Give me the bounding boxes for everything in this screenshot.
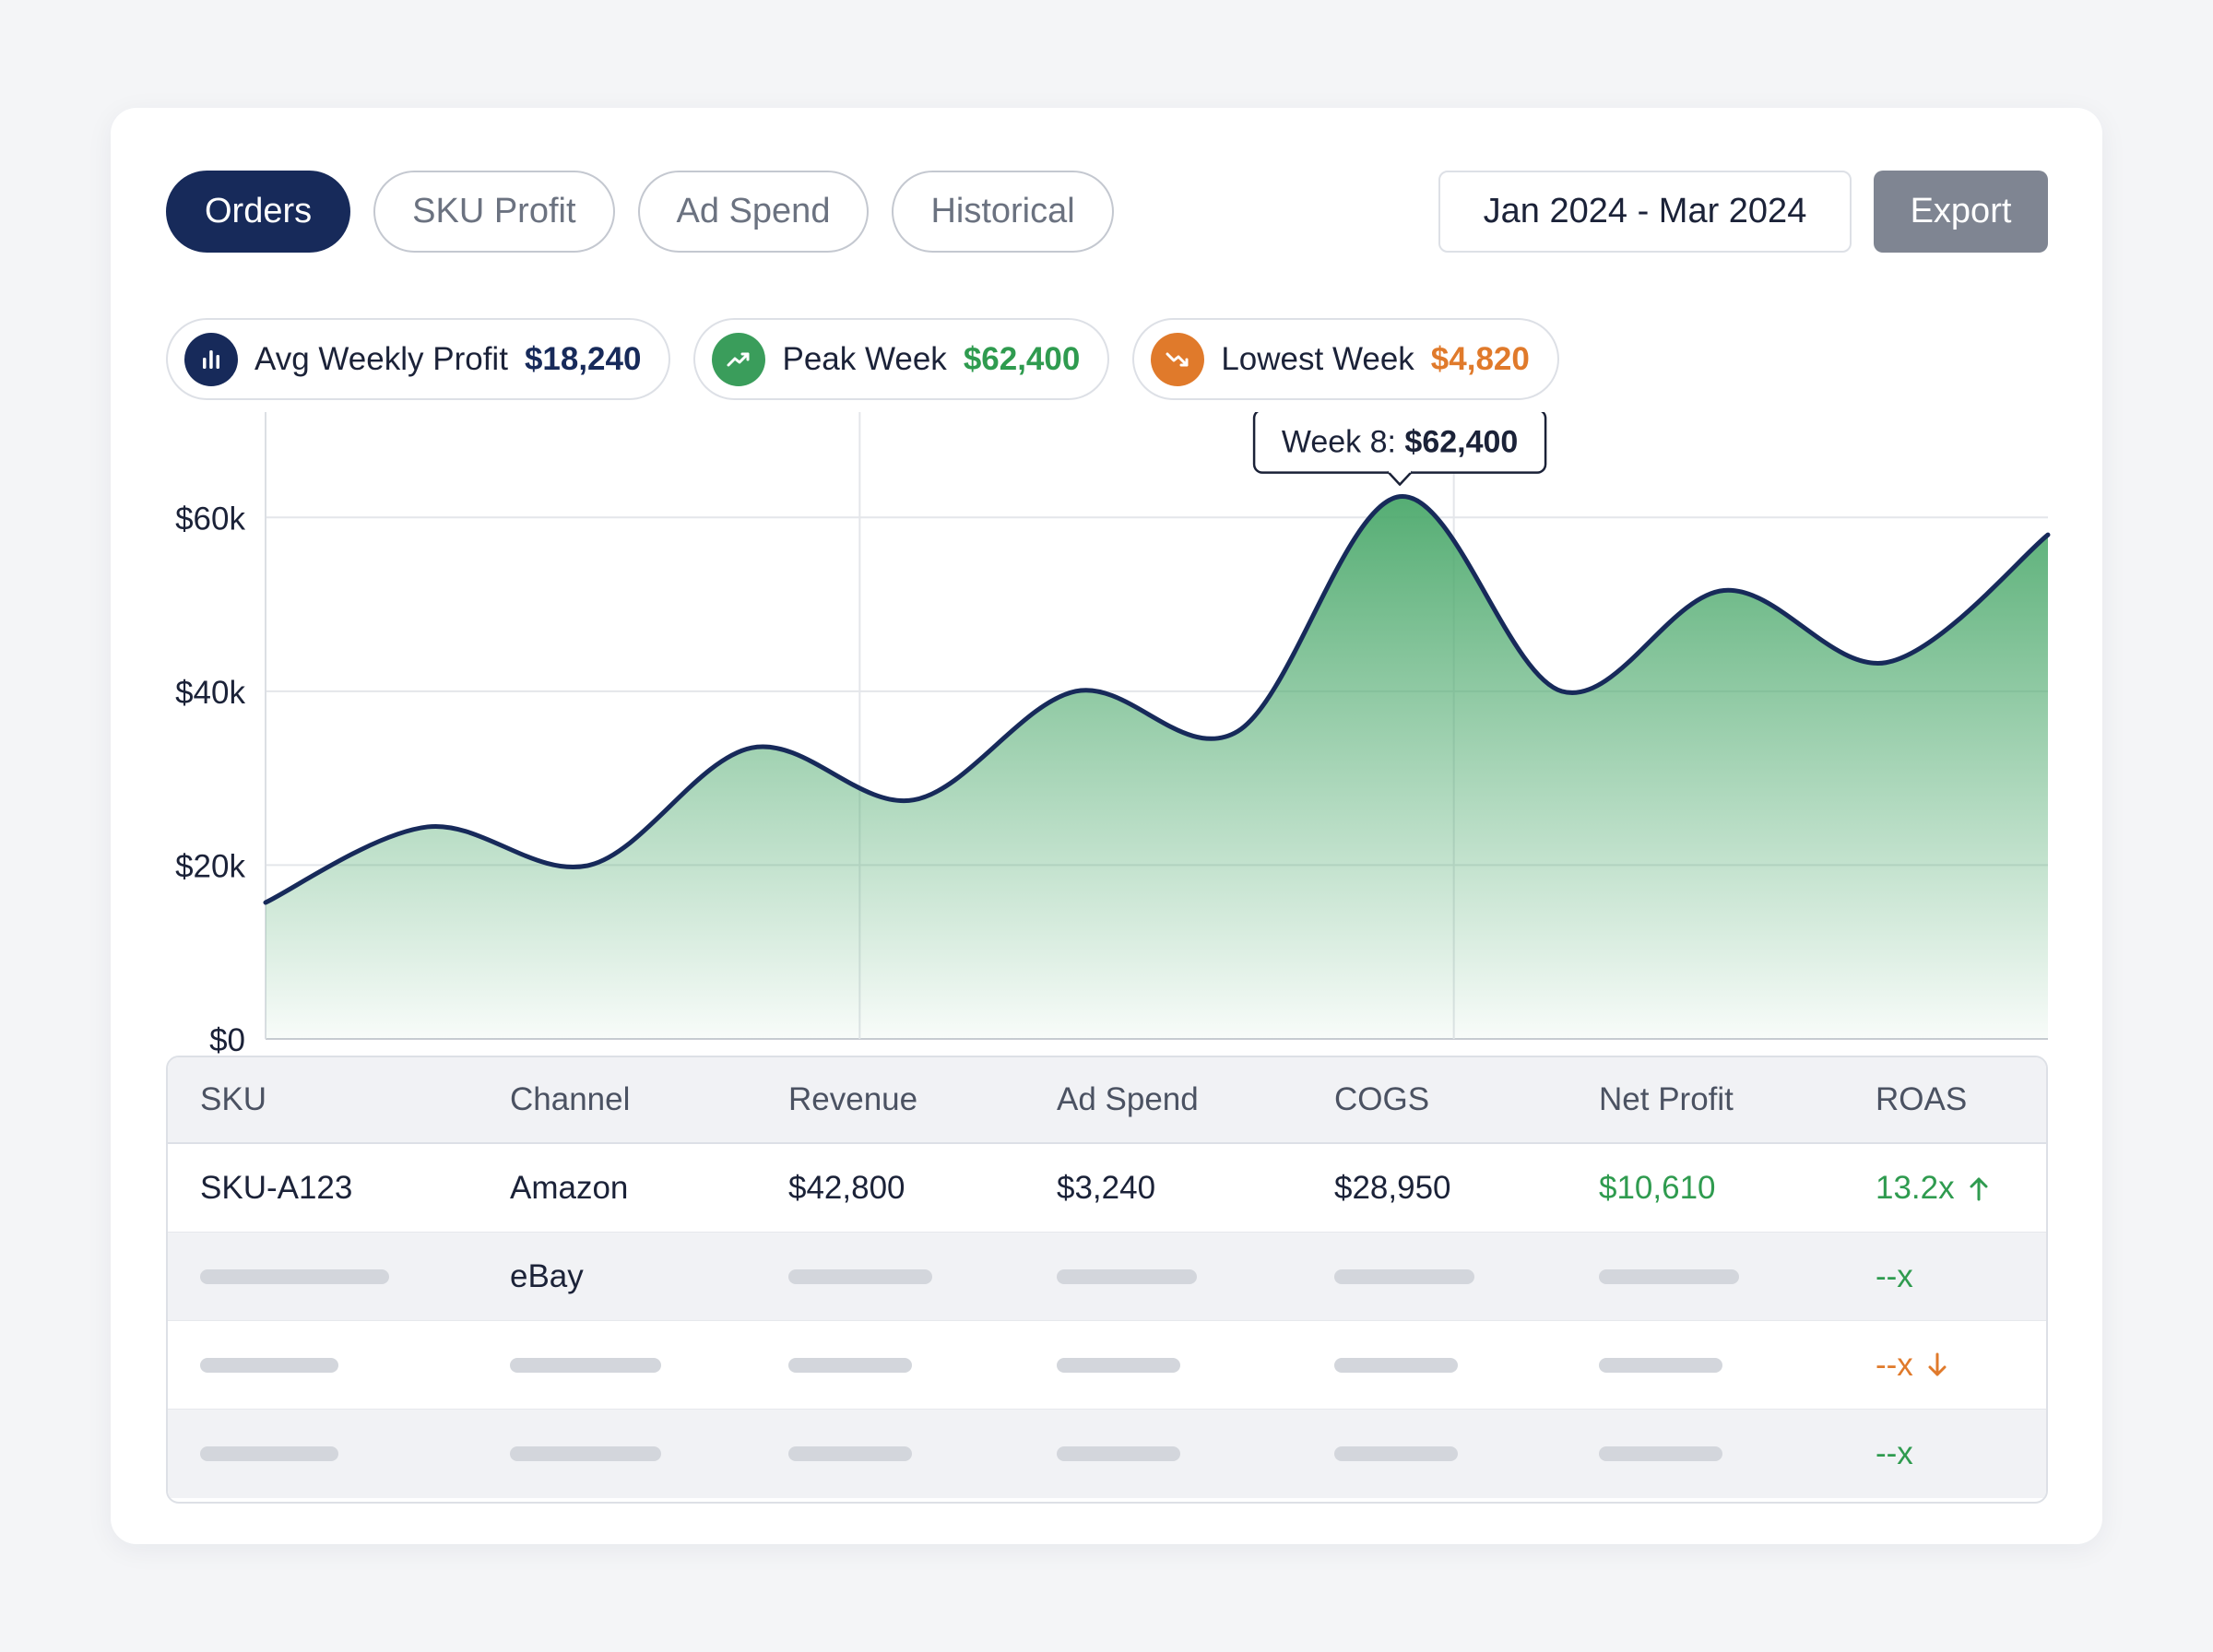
- table-row[interactable]: eBay --x: [168, 1233, 2046, 1321]
- cell-revenue-placeholder: [788, 1233, 932, 1320]
- tooltip-text: Week 8: $62,400: [1282, 425, 1518, 460]
- cell-ad-spend-placeholder: [1057, 1321, 1180, 1409]
- cell-sku: SKU-A123: [200, 1169, 353, 1206]
- dashboard-card: Orders SKU Profit Ad Spend Historical Ja…: [111, 108, 2102, 1544]
- stat-value: $4,820: [1430, 340, 1530, 377]
- arrow-up-icon: [1970, 1177, 1988, 1200]
- cell-roas: --x: [1876, 1435, 1913, 1471]
- cell-revenue-placeholder: [788, 1410, 912, 1498]
- roas-value: 13.2x: [1876, 1169, 1955, 1206]
- stat-lowest-week: Lowest Week $4,820: [1132, 318, 1559, 400]
- cell-net-profit: $10,610: [1599, 1169, 1716, 1206]
- sku-table: SKU Channel Revenue Ad Spend COGS Net Pr…: [166, 1056, 2048, 1504]
- stat-label: Lowest Week: [1221, 340, 1414, 377]
- cell-cogs-placeholder: [1334, 1233, 1474, 1320]
- tab-orders[interactable]: Orders: [166, 171, 351, 253]
- cell-net-profit-placeholder: [1599, 1233, 1739, 1320]
- chart-area-fill: [266, 496, 2048, 1039]
- y-tick-label: $20k: [175, 848, 245, 884]
- cell-channel-placeholder: [510, 1321, 661, 1409]
- date-range-picker[interactable]: Jan 2024 - Mar 2024: [1438, 171, 1852, 253]
- tab-bar: Orders SKU Profit Ad Spend Historical: [166, 171, 1114, 253]
- stat-value: $62,400: [963, 340, 1081, 377]
- header-sku[interactable]: SKU: [200, 1081, 266, 1117]
- cell-sku-placeholder: [200, 1410, 338, 1498]
- table-header-row: SKU Channel Revenue Ad Spend COGS Net Pr…: [168, 1057, 2046, 1144]
- cell-sku-placeholder: [200, 1321, 338, 1409]
- cell-channel: eBay: [510, 1257, 584, 1294]
- y-tick-label: $60k: [175, 501, 245, 537]
- tooltip-pointer: [1387, 470, 1414, 486]
- cell-sku-placeholder: [200, 1233, 389, 1320]
- stat-avg-weekly-profit: Avg Weekly Profit $18,240: [166, 318, 671, 400]
- cell-channel: Amazon: [510, 1169, 629, 1206]
- table-row[interactable]: SKU-A123 Amazon $42,800 $3,240 $28,950 $…: [168, 1144, 2046, 1233]
- export-button[interactable]: Export: [1874, 171, 2048, 253]
- cell-cogs-placeholder: [1334, 1321, 1458, 1409]
- table-row[interactable]: --x: [168, 1321, 2046, 1410]
- cell-roas: 13.2x: [1876, 1144, 1990, 1232]
- cell-cogs: $28,950: [1334, 1169, 1451, 1206]
- cell-channel-placeholder: [510, 1410, 661, 1498]
- stat-label: Avg Weekly Profit: [254, 340, 508, 377]
- cell-ad-spend: $3,240: [1057, 1169, 1156, 1206]
- header-net-profit[interactable]: Net Profit: [1599, 1081, 1734, 1117]
- table-row[interactable]: --x: [168, 1410, 2046, 1498]
- y-tick-label: $40k: [175, 675, 245, 711]
- stat-peak-week: Peak Week $62,400: [693, 318, 1110, 400]
- roas-value: --x: [1876, 1346, 1913, 1383]
- tab-sku-profit[interactable]: SKU Profit: [373, 171, 615, 253]
- bar-chart-icon: [184, 332, 238, 386]
- trending-up-icon: [712, 332, 766, 386]
- weekly-profit-chart: $0$20k$40k$60kJanFebMar Week 8: $62,400: [175, 412, 2051, 1097]
- chart-tooltip: Week 8: $62,400: [1252, 412, 1547, 486]
- header-cogs[interactable]: COGS: [1334, 1081, 1430, 1117]
- header-roas[interactable]: ROAS: [1876, 1081, 1968, 1117]
- cell-revenue: $42,800: [788, 1169, 905, 1206]
- arrow-down-icon: [1928, 1352, 1947, 1375]
- chart-series-line: [263, 494, 2051, 905]
- stat-label: Peak Week: [782, 340, 947, 377]
- cell-revenue-placeholder: [788, 1321, 912, 1409]
- header-revenue[interactable]: Revenue: [788, 1081, 918, 1117]
- header-channel[interactable]: Channel: [510, 1081, 631, 1117]
- cell-net-profit-placeholder: [1599, 1410, 1722, 1498]
- cell-net-profit-placeholder: [1599, 1321, 1722, 1409]
- stat-pills: Avg Weekly Profit $18,240 Peak Week $62,…: [166, 318, 1559, 400]
- cell-cogs-placeholder: [1334, 1410, 1458, 1498]
- cell-roas: --x: [1876, 1257, 1913, 1294]
- stat-value: $18,240: [524, 340, 642, 377]
- tab-ad-spend[interactable]: Ad Spend: [637, 171, 870, 253]
- y-tick-label: $0: [209, 1022, 245, 1058]
- cell-ad-spend-placeholder: [1057, 1233, 1197, 1320]
- tab-historical[interactable]: Historical: [892, 171, 1114, 253]
- cell-roas: --x: [1876, 1321, 1948, 1409]
- trending-down-icon: [1151, 332, 1205, 386]
- cell-ad-spend-placeholder: [1057, 1410, 1180, 1498]
- header-ad-spend[interactable]: Ad Spend: [1057, 1081, 1199, 1117]
